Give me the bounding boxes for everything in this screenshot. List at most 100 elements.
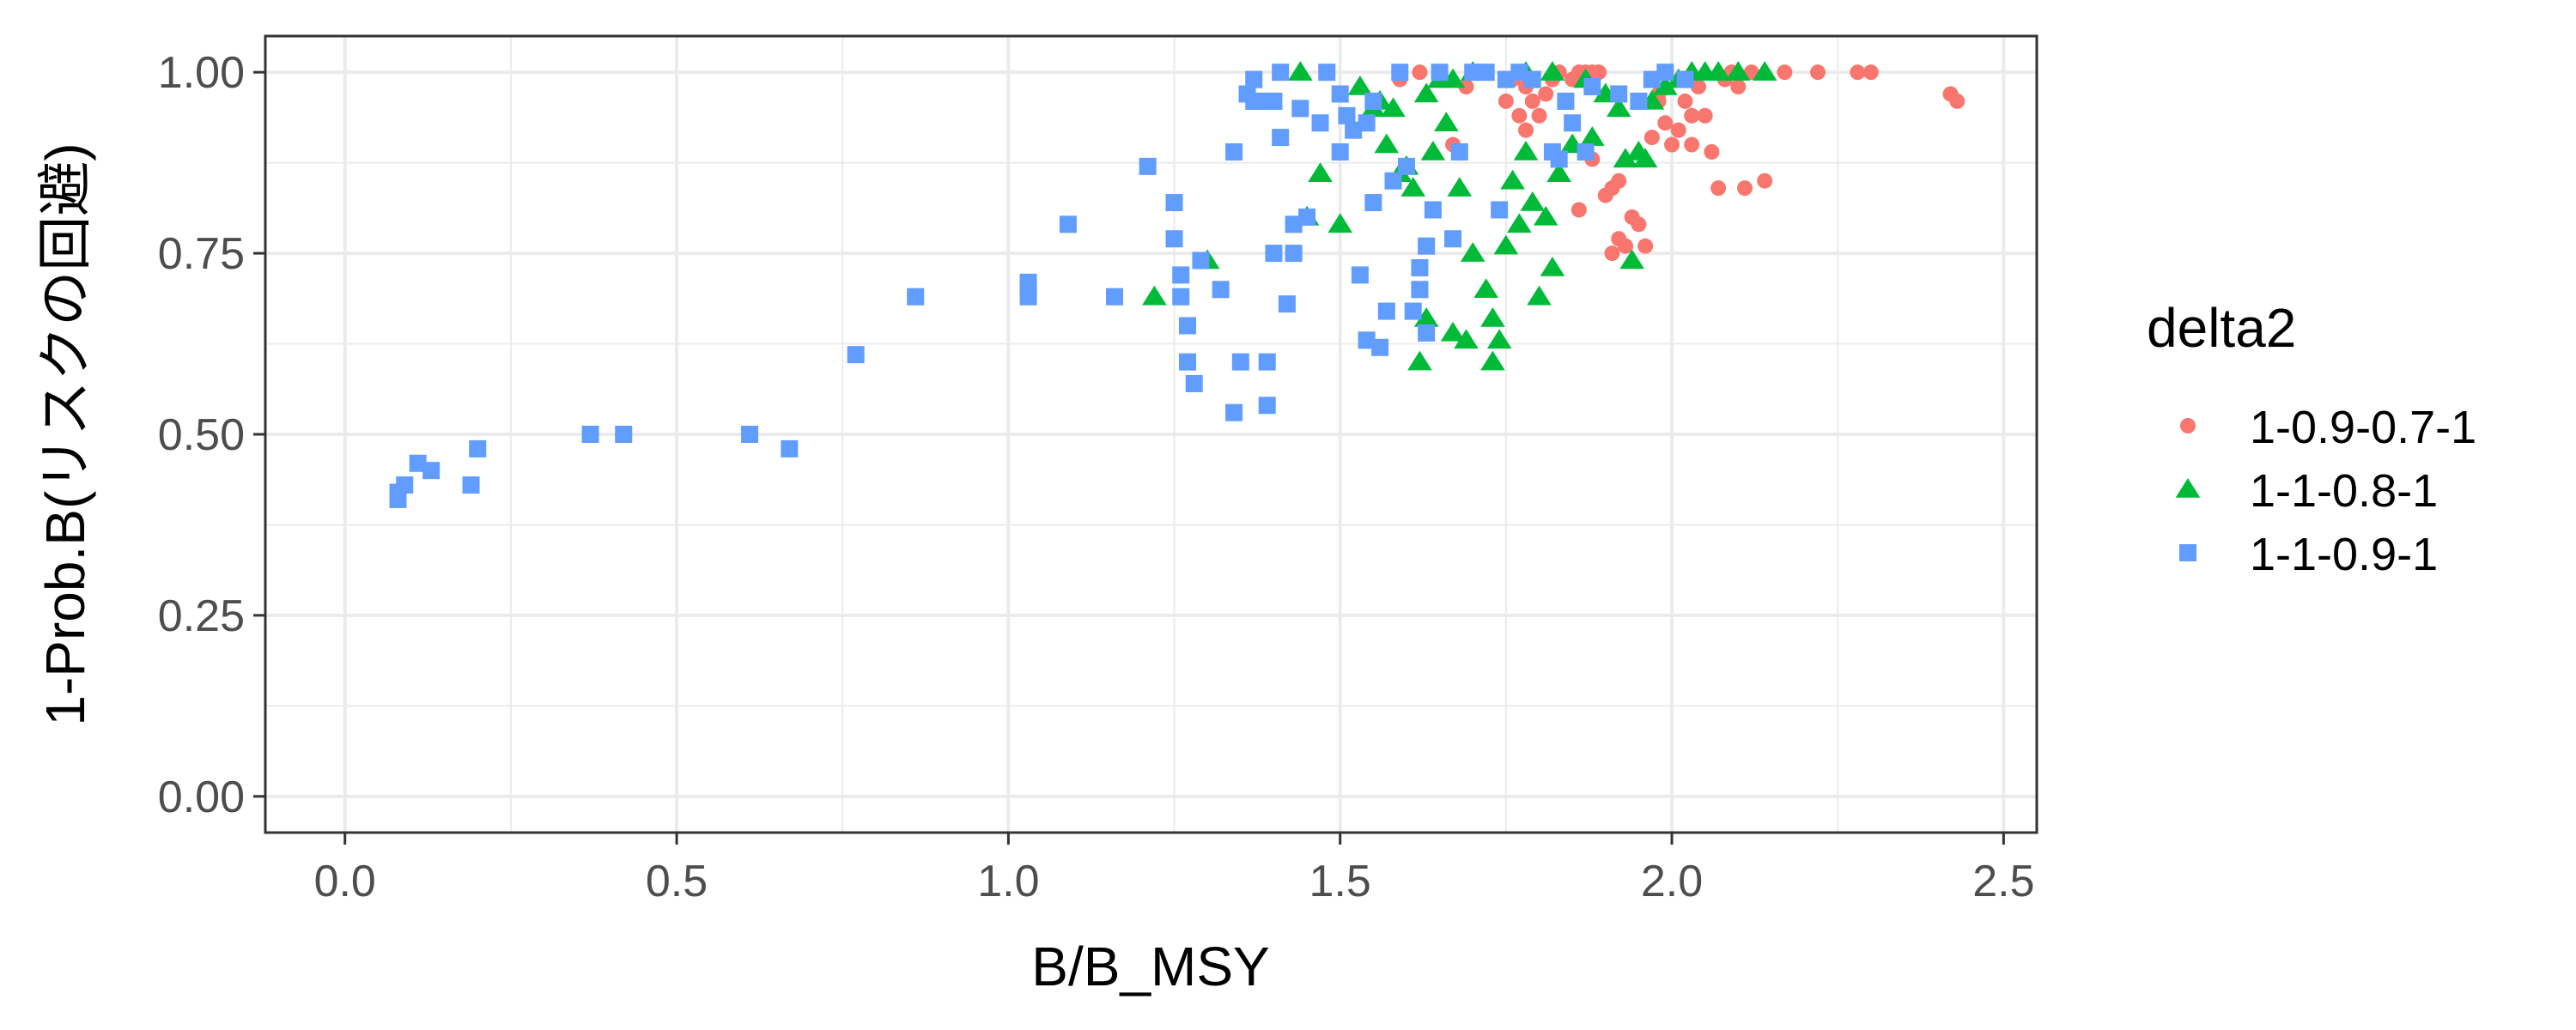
data-point xyxy=(1364,194,1382,212)
data-point xyxy=(1225,403,1243,421)
data-point xyxy=(1726,61,1751,81)
y-tick-label: 0.00 xyxy=(158,772,245,822)
data-point xyxy=(1540,61,1565,81)
legend-items: 1-0.9-0.7-1 1-1-0.8-1 1-1-0.9-1 xyxy=(2175,402,2476,580)
data-point xyxy=(1610,85,1628,103)
x-axis-title: B/B_MSY xyxy=(1031,936,1269,997)
data-point xyxy=(1338,106,1356,124)
data-point xyxy=(1538,86,1554,102)
legend-label: 1-1-0.8-1 xyxy=(2250,465,2438,517)
data-point xyxy=(1258,353,1276,371)
data-point xyxy=(1384,172,1402,190)
y-tick-label: 0.75 xyxy=(158,229,245,279)
data-point xyxy=(1631,216,1647,233)
data-point xyxy=(1424,201,1442,219)
data-point xyxy=(1185,374,1203,392)
legend-label: 1-1-0.9-1 xyxy=(2250,529,2438,580)
data-point xyxy=(1533,205,1558,226)
data-point xyxy=(1704,143,1720,160)
x-tick-label: 1.5 xyxy=(1309,857,1371,906)
x-tick-label: 2.5 xyxy=(1972,857,2034,906)
data-point xyxy=(1690,79,1706,95)
legend-title: delta2 xyxy=(2147,297,2296,359)
data-point xyxy=(1178,317,1196,335)
data-point xyxy=(1265,245,1283,263)
data-point xyxy=(1231,353,1249,371)
x-tick-label: 0.5 xyxy=(646,857,708,906)
data-point xyxy=(1172,288,1190,306)
data-point xyxy=(1577,142,1595,161)
y-axis-title: 1-Prob.B(リスクの回避) xyxy=(34,142,96,725)
data-point xyxy=(1664,136,1680,153)
data-point xyxy=(1571,202,1587,218)
data-point xyxy=(1404,302,1422,320)
data-point xyxy=(1619,249,1644,270)
data-point xyxy=(1440,68,1466,88)
x-tick-label: 1.0 xyxy=(977,857,1039,906)
data-point xyxy=(1752,61,1777,81)
data-point xyxy=(422,462,440,480)
data-point xyxy=(1777,64,1793,81)
data-point xyxy=(1450,142,1468,161)
data-point xyxy=(907,288,925,306)
data-point xyxy=(1677,93,1693,109)
data-point xyxy=(1580,126,1605,146)
data-point xyxy=(1670,122,1686,138)
data-point xyxy=(469,439,487,457)
data-point xyxy=(1165,194,1183,212)
data-point xyxy=(1418,324,1436,342)
data-point xyxy=(1523,70,1541,88)
data-point xyxy=(1331,85,1349,103)
data-point xyxy=(1318,64,1336,82)
data-point xyxy=(1684,136,1700,153)
data-point xyxy=(1862,64,1879,81)
data-point xyxy=(1192,251,1210,270)
data-point xyxy=(1447,177,1473,197)
data-point xyxy=(1684,107,1700,124)
data-point xyxy=(1311,114,1329,132)
data-point xyxy=(1285,245,1303,263)
data-point xyxy=(1351,266,1369,284)
data-point xyxy=(1400,177,1426,197)
data-point xyxy=(1377,302,1395,320)
data-point xyxy=(1643,130,1660,146)
data-point xyxy=(1810,64,1826,81)
data-point xyxy=(615,426,633,443)
data-point xyxy=(1019,273,1037,291)
data-point xyxy=(1480,350,1505,371)
data-point xyxy=(1464,64,1482,82)
data-point xyxy=(1527,285,1552,306)
data-point xyxy=(1444,230,1462,248)
y-tick-label: 0.50 xyxy=(158,410,245,460)
data-points xyxy=(389,61,1965,508)
legend-label: 1-0.9-0.7-1 xyxy=(2250,402,2476,453)
data-point xyxy=(1411,258,1429,276)
data-point xyxy=(1705,61,1731,81)
data-point xyxy=(1507,213,1532,233)
data-point xyxy=(1850,64,1866,81)
data-point xyxy=(1358,114,1376,132)
data-point xyxy=(1225,142,1243,161)
data-point xyxy=(1298,208,1316,226)
data-point xyxy=(1491,201,1509,219)
data-point xyxy=(1498,93,1514,109)
data-point xyxy=(1291,100,1309,118)
legend: delta2 1-0.9-0.7-1 1-1-0.8-1 1-1-0.9-1 xyxy=(2147,297,2476,580)
data-point xyxy=(1643,70,1661,88)
data-point xyxy=(1265,92,1283,110)
data-point xyxy=(1413,307,1439,327)
data-point xyxy=(1434,112,1459,131)
data-point xyxy=(1165,230,1183,248)
data-point xyxy=(1374,133,1400,154)
data-point xyxy=(1272,129,1290,147)
data-point xyxy=(1486,329,1512,349)
data-point xyxy=(1591,64,1607,81)
y-tick-label: 0.25 xyxy=(158,591,245,641)
data-point xyxy=(1212,281,1230,299)
data-point xyxy=(1411,281,1429,299)
data-point xyxy=(1656,64,1674,82)
y-tick-label: 1.00 xyxy=(158,48,245,98)
data-point xyxy=(1308,162,1333,183)
data-point xyxy=(1730,79,1747,95)
data-point xyxy=(1345,121,1363,139)
